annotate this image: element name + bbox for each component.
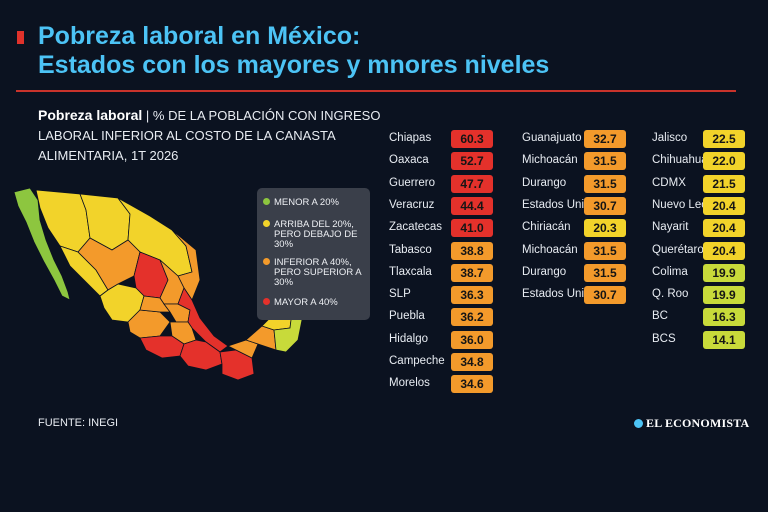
subtitle-line-2: LABORAL INFERIOR AL COSTO DE LA CANASTA (38, 128, 336, 143)
state-name: Chiapas (389, 132, 432, 144)
legend-item-low: MENOR A 20% (263, 198, 366, 208)
state-name: Morelos (389, 377, 430, 390)
state-name: Guerrero (389, 176, 436, 189)
state-name: Hidalgo (389, 332, 428, 345)
brand-name: EL ECONOMISTA (646, 416, 750, 430)
state-name: Michoacán (522, 154, 578, 167)
state-name: Oaxaca (389, 154, 429, 167)
map-region-guerrero (139, 335, 185, 359)
map-region-durango (77, 237, 141, 291)
chart-subtitle: Pobreza laboral | % DE LA POBLACIÓN CON … (38, 105, 408, 166)
state-name: Durango (522, 265, 567, 278)
legend-label-mid-high: INFERIOR A 40%, PERO SUPERIOR A 30% (274, 257, 362, 288)
poverty-value-badge: 21.5 (703, 174, 745, 193)
map-region-bc (13, 187, 71, 301)
state-name: Estados Unidos (522, 198, 603, 211)
state-name: Durango (522, 176, 567, 189)
poverty-value-badge: 31.5 (584, 263, 626, 282)
title-line-2: Estados con los mayores y mnores niveles (38, 51, 550, 79)
map-region-tabasco (226, 339, 259, 359)
state-name: Nayarit (652, 221, 689, 234)
state-name: BC (652, 310, 668, 323)
legend-item-high: MAYOR A 40% (263, 298, 366, 308)
subtitle-separator: | (145, 108, 150, 123)
state-name: SLP (389, 288, 411, 301)
poverty-value-badge: 38.8 (451, 241, 493, 260)
mexico-map (13, 187, 303, 381)
state-name: Tlaxcala (389, 265, 432, 278)
state-name: Puebla (389, 310, 425, 323)
title-line-1: Pobreza laboral en México: (38, 22, 361, 50)
poverty-value-badge: 32.7 (584, 130, 626, 148)
poverty-value-badge: 31.5 (584, 152, 626, 171)
state-name: Chiriacán (522, 221, 571, 234)
page-title: Pobreza laboral en México: Estados con l… (38, 22, 549, 80)
subtitle-line-3: ALIMENTARIA, 1T 2026 (38, 148, 179, 163)
state-name: BCS (652, 332, 676, 345)
legend-swatch-mid-low (263, 219, 270, 227)
poverty-value-badge: 44.4 (451, 196, 493, 215)
subtitle-line-1: % DE LA POBLACIÓN CON INGRESO (152, 108, 381, 123)
poverty-value-badge: 14.1 (703, 330, 745, 349)
state-name: Michoacán (522, 243, 578, 256)
poverty-value-badge: 30.7 (584, 196, 626, 215)
poverty-value-badge: 16.3 (703, 308, 745, 327)
poverty-value-badge: 20.4 (703, 241, 745, 260)
poverty-value-badge: 31.5 (584, 174, 626, 193)
poverty-value-badge: 20.4 (703, 219, 745, 238)
state-name: CDMX (652, 176, 686, 189)
legend-label-high: MAYOR A 40% (274, 297, 338, 308)
poverty-value-badge: 30.7 (584, 286, 626, 305)
poverty-value-badge: 31.5 (584, 241, 626, 260)
subtitle-bold: Pobreza laboral (38, 107, 143, 123)
poverty-value-badge: 19.9 (703, 286, 745, 305)
legend-item-mid-high: INFERIOR A 40%, PERO SUPERIOR A 30% (263, 258, 366, 288)
state-name: Q. Roo (652, 288, 689, 301)
poverty-value-badge: 20.3 (584, 219, 626, 238)
poverty-value-badge: 60.3 (451, 130, 493, 148)
legend-swatch-mid-high (263, 257, 270, 265)
legend-label-mid-low: ARRIBA DEL 20%, PERO DEBAJO DE 30% (274, 219, 358, 250)
poverty-value-badge: 36.0 (451, 330, 493, 349)
state-name: Jalisco (652, 132, 688, 144)
state-name: Veracruz (389, 198, 435, 211)
poverty-value-badge: 20.4 (703, 196, 745, 215)
state-name: Querétaro (652, 243, 704, 256)
state-name: Estados Unidos (522, 288, 603, 301)
state-name: Zacatecas (389, 221, 443, 234)
state-name: Chihuahua (652, 154, 708, 167)
poverty-value-badge: 34.8 (451, 353, 493, 371)
legend-item-mid-low: ARRIBA DEL 20%, PERO DEBAJO DE 30% (263, 220, 366, 250)
map-legend: MENOR A 20% ARRIBA DEL 20%, PERO DEBAJO … (257, 188, 370, 320)
poverty-value-badge: 22.5 (703, 130, 745, 148)
poverty-value-badge: 52.7 (451, 152, 493, 171)
poverty-value-badge: 22.0 (703, 152, 745, 171)
source-note: FUENTE: INEGI (38, 417, 119, 429)
state-name: Colima (652, 265, 688, 278)
legend-swatch-high (263, 297, 270, 305)
legend-label-low: MENOR A 20% (274, 197, 339, 208)
poverty-value-badge: 41.0 (451, 219, 493, 238)
state-name: Guanajuato (522, 132, 582, 144)
poverty-value-badge: 36.3 (451, 286, 493, 305)
legend-swatch-low (263, 197, 270, 205)
poverty-value-badge: 34.6 (451, 375, 493, 394)
title-accent-bar (17, 31, 24, 44)
poverty-value-badge: 19.9 (703, 263, 745, 282)
poverty-value-badge: 47.7 (451, 174, 493, 193)
poverty-value-badge: 36.2 (451, 308, 493, 327)
brand-icon (634, 418, 643, 428)
title-divider (16, 90, 736, 92)
state-name: Campeche (389, 355, 445, 367)
state-name: Nuevo León (652, 198, 715, 211)
poverty-value-badge: 38.7 (451, 263, 493, 282)
state-name: Tabasco (389, 243, 432, 256)
brand-logo: EL ECONOMISTA (634, 416, 749, 431)
